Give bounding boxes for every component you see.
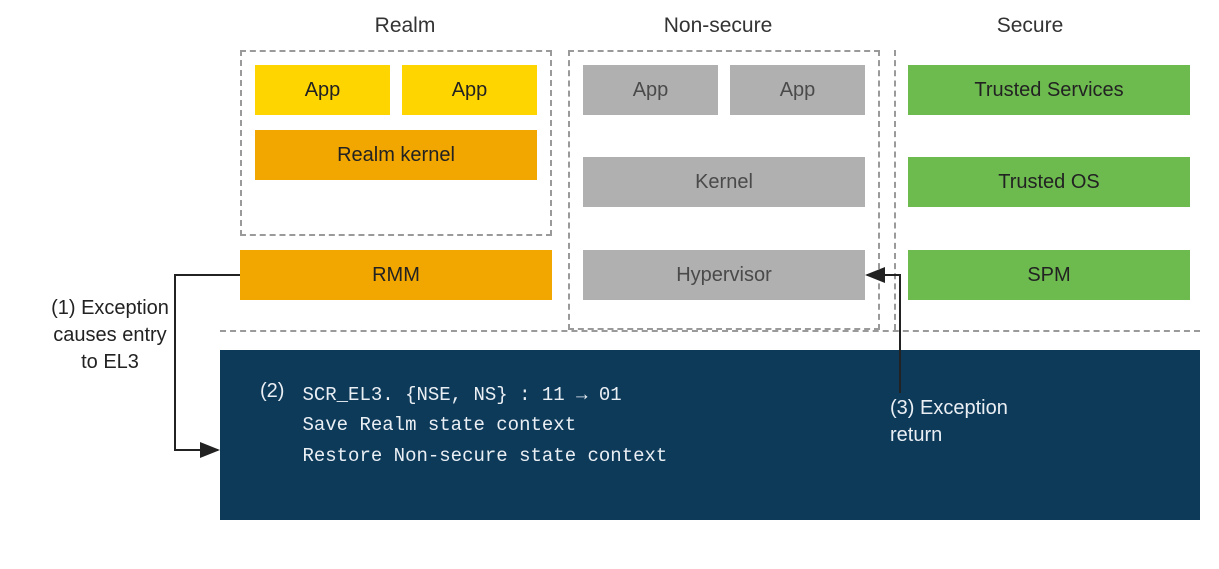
header-realm: Realm [345,14,465,38]
el3-code: SCR_EL3. {NSE, NS} : 11 → 01 Save Realm … [302,380,667,471]
block-ns-app1: App [583,65,718,115]
block-realm-kernel: Realm kernel [255,130,537,180]
block-spm: SPM [908,250,1190,300]
dashed-world-separator [220,330,1200,332]
annot-step1: (1) Exception causes entry to EL3 [30,295,190,376]
annot-step3: (3) Exception return [890,395,1070,449]
block-ns-app2: App [730,65,865,115]
header-secure: Secure [985,14,1075,38]
block-trusted-services: Trusted Services [908,65,1190,115]
block-realm-app1: App [255,65,390,115]
block-realm-app2: App [402,65,537,115]
block-hypervisor: Hypervisor [583,250,865,300]
block-rmm: RMM [240,250,552,300]
diagram-root: Realm Non-secure Secure App App Realm ke… [0,0,1219,569]
header-nonsecure: Non-secure [648,14,788,38]
dashed-secure-left [894,50,896,330]
block-ns-kernel: Kernel [583,157,865,207]
el3-step2-label: (2) [260,380,284,471]
block-trusted-os: Trusted OS [908,157,1190,207]
